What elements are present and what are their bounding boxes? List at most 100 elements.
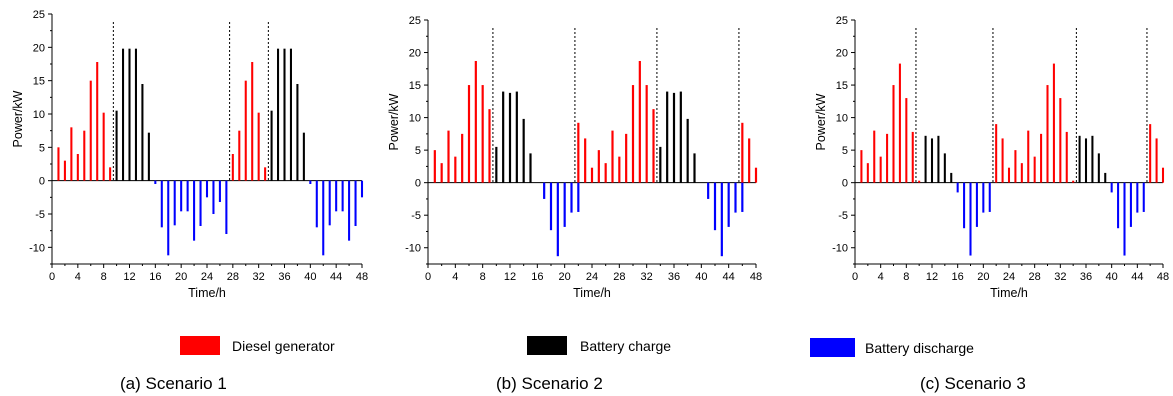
bar-battery-discharge [727,182,730,227]
bar-diesel-generator [879,156,882,183]
bar-diesel-generator [886,133,889,183]
x-tick-label: 16 [531,271,543,283]
bar-diesel-generator [604,163,607,183]
x-axis-label: Time/h [188,286,226,300]
bar-battery-charge [693,153,696,183]
bar-diesel-generator [1072,180,1075,183]
bar-diesel-generator [467,85,471,183]
bar-diesel-generator [70,127,73,181]
bar-diesel-generator [748,138,751,183]
x-tick-label: 8 [480,271,486,283]
caption-scenario-1: (a) Scenario 1 [120,374,227,393]
bar-diesel-generator [577,122,580,183]
bar-battery-charge [522,118,525,183]
y-tick-label: 15 [836,80,848,92]
bar-battery-charge [1078,135,1081,183]
bar-battery-charge [950,172,953,183]
bar-diesel-generator [89,80,92,181]
bar-diesel-generator [440,163,443,183]
bar-diesel-generator [1065,131,1068,183]
x-tick-label: 12 [926,271,938,283]
x-tick-label: 20 [175,271,187,283]
x-tick-label: 8 [903,271,909,283]
bar-diesel-generator [454,156,457,183]
y-tick-label: 0 [415,178,421,190]
y-tick-label: 25 [33,9,45,21]
legend-item-diesel-generator: Diesel generator [180,336,335,355]
bar-diesel-generator [638,60,641,183]
x-tick-label: 28 [613,271,625,283]
y-tick-label: 10 [836,113,848,125]
y-tick-label: -10 [405,243,421,255]
x-tick-label: 8 [101,271,107,283]
bar-diesel-generator [584,138,587,183]
bar-battery-discharge [982,182,985,213]
y-tick-label: 10 [409,113,421,125]
bar-battery-charge [115,110,118,181]
bar-diesel-generator [1161,167,1165,183]
bar-battery-discharge [173,180,176,226]
bar-battery-charge [289,48,292,181]
bar-battery-discharge [1110,182,1113,193]
y-tick-label: -10 [29,242,45,254]
bar-diesel-generator [1155,138,1158,183]
legend-label-battery-charge: Battery charge [580,338,671,354]
bar-diesel-generator [1059,98,1062,183]
x-tick-label: 0 [49,271,55,283]
bar-diesel-generator [1007,167,1011,183]
bar-battery-discharge [1123,182,1126,256]
x-tick-label: 36 [668,271,680,283]
bar-battery-charge [943,153,946,183]
bar-battery-discharge [563,182,566,227]
bar-diesel-generator [866,163,869,183]
bar-battery-discharge [160,180,163,228]
y-tick-label: -5 [411,210,421,222]
bar-diesel-generator [1046,85,1049,183]
bar-diesel-generator [625,133,628,183]
x-tick-label: 20 [977,271,989,283]
x-tick-label: 36 [1080,271,1092,283]
bar-diesel-generator [995,124,998,183]
bar-diesel-generator [264,167,267,181]
legend-item-battery-discharge: Battery discharge [810,338,974,357]
bar-diesel-generator [251,62,254,181]
bar-diesel-generator [754,167,758,183]
bar-battery-charge [296,84,299,181]
bar-battery-charge [270,110,273,181]
bar-diesel-generator [631,85,635,183]
bar-diesel-generator [741,122,744,183]
x-tick-label: 44 [723,271,735,283]
bar-diesel-generator [1033,156,1036,183]
bar-battery-discharge [969,182,972,256]
y-tick-label: -5 [35,209,45,221]
bar-diesel-generator [905,98,908,183]
y-tick-label: 10 [33,109,45,121]
bar-diesel-generator [1149,124,1152,183]
x-tick-label: 24 [586,271,598,283]
bar-battery-charge [128,48,131,181]
bar-diesel-generator [231,154,234,181]
bar-diesel-generator [488,109,491,183]
x-tick-label: 12 [123,271,135,283]
bar-battery-discharge [315,180,318,228]
bar-battery-discharge [577,182,580,212]
bar-battery-discharge [556,182,559,257]
bar-diesel-generator [109,167,112,181]
bar-diesel-generator [433,150,436,183]
bar-diesel-generator [57,147,60,181]
bar-diesel-generator [257,112,260,181]
bar-diesel-generator [447,130,450,183]
bar-battery-charge [686,118,689,183]
bar-battery-discharge [348,180,351,241]
bar-battery-discharge [322,180,325,256]
bar-diesel-generator [474,60,477,183]
bar-battery-discharge [341,180,344,212]
x-tick-label: 44 [330,271,342,283]
bar-battery-discharge [212,180,215,214]
bar-diesel-generator [918,180,921,183]
x-tick-label: 0 [852,271,858,283]
